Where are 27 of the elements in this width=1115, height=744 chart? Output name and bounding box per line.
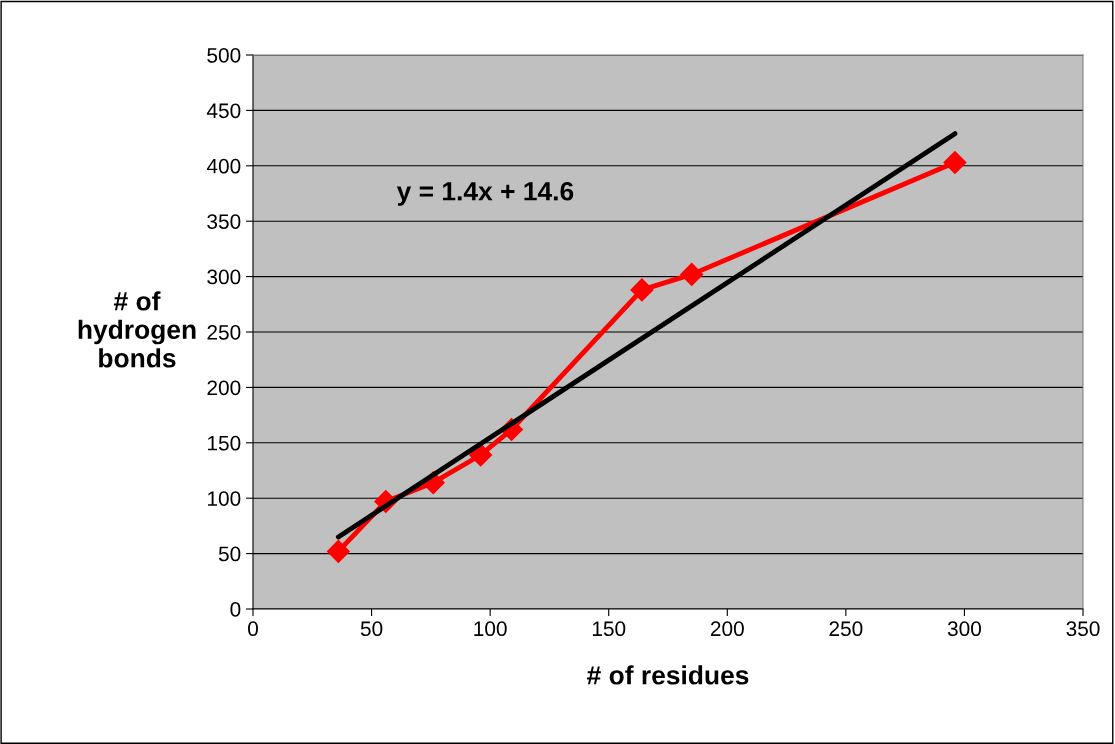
y-tick-label: 100 — [208, 491, 241, 506]
annotation: y = 1.4x + 14.6 — [396, 181, 574, 206]
x-tick-label: 150 — [592, 621, 626, 637]
x-tick-label: 300 — [947, 621, 981, 637]
x-tick-label: 50 — [360, 621, 383, 637]
x-tick-label: 0 — [248, 621, 258, 637]
y-tick-label: 400 — [206, 158, 241, 174]
x-tick-label: 250 — [829, 621, 863, 637]
point — [943, 150, 967, 174]
point — [469, 443, 493, 467]
x-tick-label: 350 — [1066, 621, 1100, 637]
y-tick-label: 300 — [207, 269, 241, 285]
y-tick-label: 50 — [218, 546, 241, 562]
y-tick-label: 200 — [207, 380, 241, 396]
x-axis-title: # of residues — [587, 665, 749, 685]
point — [326, 539, 350, 563]
y-tick-label: 500 — [207, 48, 241, 63]
point — [630, 278, 654, 302]
y-tick-label: 350 — [207, 214, 241, 229]
point — [680, 262, 704, 286]
x-tick-label: 200 — [710, 621, 744, 637]
x-tick-label: 100 — [474, 621, 507, 637]
y-tick-label: 250 — [207, 325, 241, 340]
y-tick-label: 150 — [208, 435, 241, 451]
y-tick-label: 0 — [230, 602, 241, 617]
y-tick-label: 450 — [206, 103, 241, 119]
y-axis-title: # of hydrogen bonds — [78, 291, 196, 368]
